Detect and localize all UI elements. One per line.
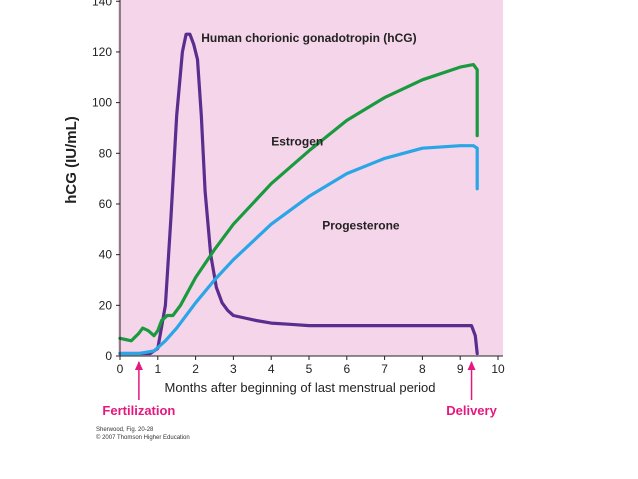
y-tick-label: 80 — [99, 146, 113, 160]
x-tick-label: 4 — [268, 362, 275, 376]
source-line-1: Sherwood, Fig. 20-28 — [96, 427, 154, 433]
y-tick-label: 140 — [92, 0, 112, 8]
y-tick-label: 60 — [99, 197, 113, 211]
delivery-arrow-head — [467, 361, 476, 370]
x-axis-title: Months after beginning of last menstrual… — [165, 380, 436, 395]
fertilization-label: Fertilization — [102, 403, 175, 418]
series-line-progesterone — [118, 144, 479, 356]
x-tick-label: 6 — [343, 362, 350, 376]
axes-layer — [119, 0, 503, 357]
series-annotation: Estrogen — [271, 135, 323, 149]
plot-background — [118, 0, 503, 356]
series-annotation: Human chorionic gonadotropin (hCG) — [201, 31, 416, 45]
delivery-label: Delivery — [446, 403, 497, 418]
y-tick-label: 100 — [92, 96, 112, 110]
y-tick-label: 0 — [105, 349, 112, 363]
x-tick-label: 1 — [154, 362, 161, 376]
series-line-estrogen — [118, 62, 479, 343]
event-layer: Fertilization Delivery — [102, 361, 498, 418]
x-tick-label: 10 — [491, 362, 505, 376]
y-tick-label: 20 — [99, 298, 113, 312]
x-tick-label: 3 — [230, 362, 237, 376]
x-tick-label: 8 — [419, 362, 426, 376]
x-tick-label: 0 — [117, 362, 124, 376]
y-tick-label: 40 — [99, 248, 113, 262]
series-layer — [118, 32, 479, 356]
fertilization-arrow-head — [134, 361, 143, 370]
series-line-human-chorionic-gonadotropin-hcg — [118, 32, 479, 356]
annotation-layer: Human chorionic gonadotropin (hCG) Estrog… — [201, 31, 416, 233]
series-annotation: Progesterone — [322, 218, 400, 232]
y-axis-title: hCG (IU/mL) — [63, 116, 80, 204]
source-credit: Sherwood, Fig. 20-28 © 2007 Thomson High… — [96, 426, 190, 442]
x-tick-label: 5 — [306, 362, 313, 376]
x-tick-label: 2 — [192, 362, 199, 376]
y-tick-label: 120 — [92, 45, 112, 59]
x-tick-label: 9 — [457, 362, 464, 376]
x-tick-label: 7 — [381, 362, 388, 376]
source-line-2: © 2007 Thomson Higher Education — [96, 435, 190, 441]
